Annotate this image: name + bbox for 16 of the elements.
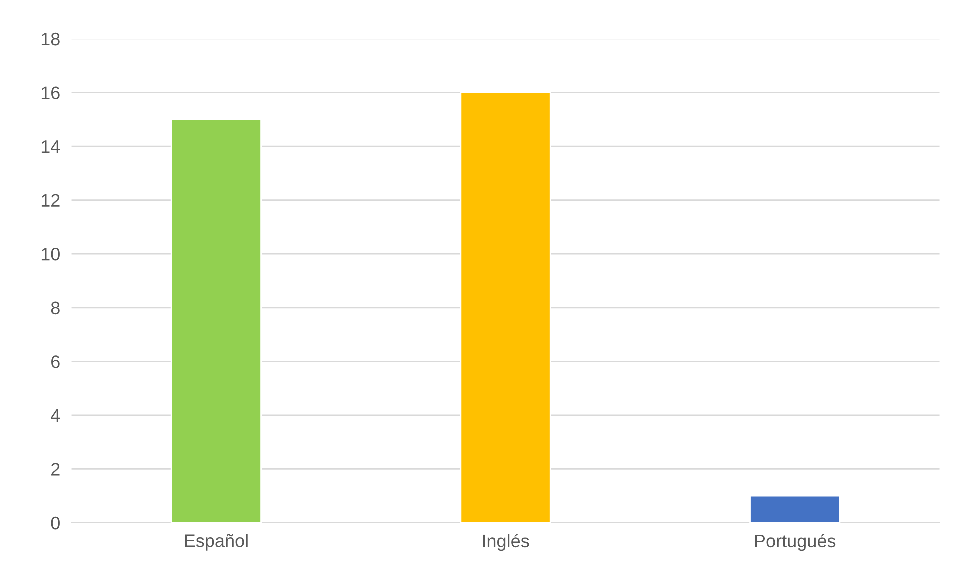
x-tick-label: Inglés [483,534,530,552]
y-tick-label: 14 [42,140,60,154]
y-tick-label: 8 [51,302,60,315]
bar [460,92,552,523]
bar [170,118,262,523]
y-tick-label: 4 [51,410,60,422]
y-tick-label: 16 [42,86,60,100]
bar [750,495,841,523]
y-tick-label: 2 [52,463,60,476]
x-tick-label: Portugués [755,534,836,552]
y-tick-label: 12 [42,194,60,207]
y-tick-label: 0 [51,516,60,530]
y-tick-label: 18 [42,32,60,46]
x-tick-label: Español [185,534,248,551]
y-tick-label: 6 [52,356,60,368]
y-tick-label: 10 [42,248,60,261]
